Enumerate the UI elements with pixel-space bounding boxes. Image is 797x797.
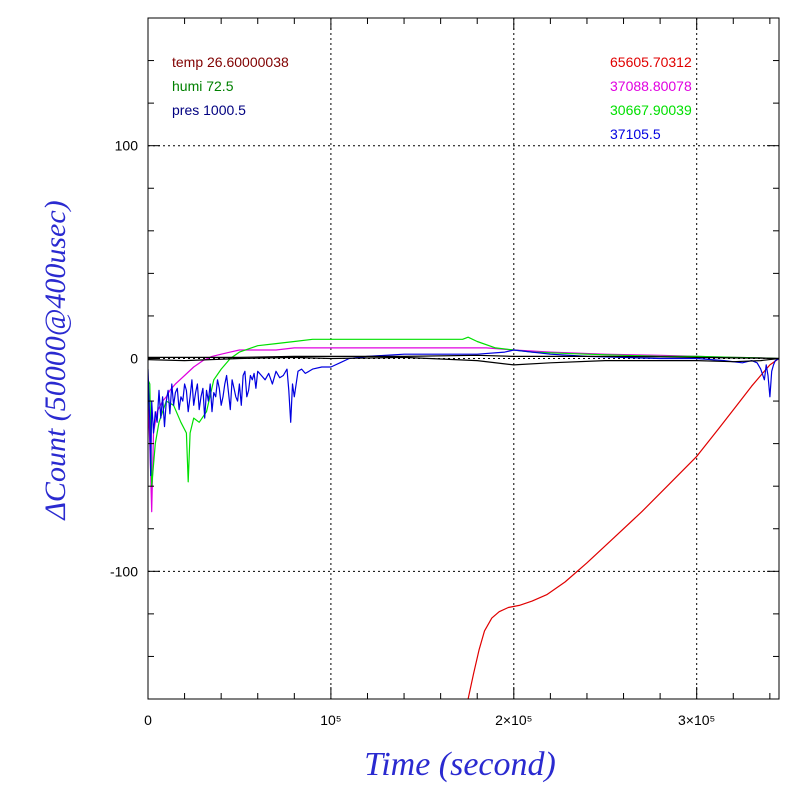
series-line-5 — [148, 354, 779, 360]
x-tick-label: 10⁵ — [320, 712, 341, 728]
y-axis-title: ΔCount (50000@400usec) — [39, 200, 72, 520]
y-tick-label: 0 — [130, 351, 138, 367]
legend-left-entry: pres 1000.5 — [172, 102, 246, 118]
series-line-4 — [148, 356, 779, 366]
legend-left-entry: humi 72.5 — [172, 78, 234, 94]
y-tick-label: -100 — [110, 563, 138, 579]
legend-right-entry: 65605.70312 — [610, 54, 692, 70]
series-line-2 — [148, 336, 779, 487]
series-line-3 — [148, 349, 779, 477]
legend: temp 26.60000038 humi 72.5 pres 1000.5 6560… — [172, 54, 692, 142]
x-axis-title: Time (second) — [364, 746, 556, 783]
legend-left-entry: temp 26.60000038 — [172, 54, 289, 70]
tick-labels: 0 10⁵ 2×10⁵ 3×10⁵ 100 0 -100 — [110, 138, 715, 728]
legend-right-entry: 37105.5 — [610, 126, 661, 142]
series-layer — [148, 336, 779, 699]
legend-right-entry: 37088.80078 — [610, 78, 692, 94]
ticks — [147, 17, 779, 700]
y-tick-label: 100 — [115, 138, 139, 154]
series-line-0 — [467, 358, 779, 699]
x-tick-label: 0 — [144, 712, 152, 728]
series-line-1 — [148, 347, 779, 513]
x-tick-label: 3×10⁵ — [678, 712, 715, 728]
x-tick-label: 2×10⁵ — [495, 712, 532, 728]
legend-right-entry: 30667.90039 — [610, 102, 692, 118]
